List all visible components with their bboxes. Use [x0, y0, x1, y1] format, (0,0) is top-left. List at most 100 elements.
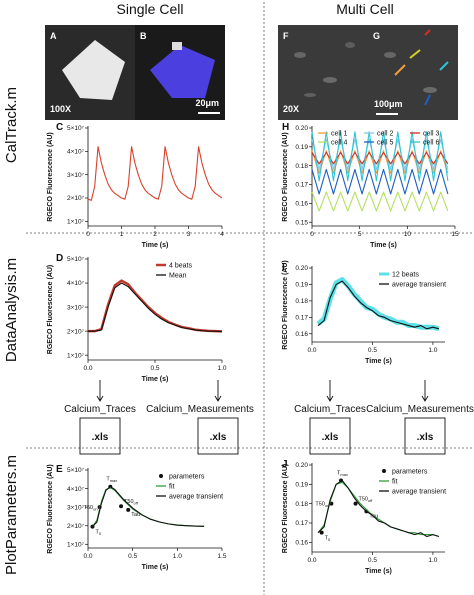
legend-label: parameters [169, 473, 205, 480]
chart: 1×10⁷ 2×10⁷ 3×10⁷ 4×10⁷ 5×10⁷ 0.0 0.5 1.0 RGECO … [47, 253, 227, 383]
y-tick-label: 1×10⁷ [67, 219, 85, 226]
x-tick-label: 0.0 [83, 553, 92, 560]
point-label: Tmax [337, 470, 348, 477]
parameter-point [119, 504, 124, 509]
y-tick-label: 0.16 [295, 331, 308, 338]
point-label-text: T50 [359, 497, 368, 503]
legend-label: cell 2 [377, 130, 393, 137]
panel-letter: B [140, 31, 147, 41]
row-label: CalTrack.m [3, 87, 20, 163]
legend-marker [159, 474, 163, 478]
point-label: T50on [84, 505, 98, 512]
x-tick-label: 1.0 [428, 557, 437, 564]
legend-marker [382, 469, 386, 473]
panel-letter: C [56, 122, 63, 133]
y-axis-label: RGECO Fluorescence (AU) [282, 132, 289, 221]
legend-label: Mean [169, 272, 187, 279]
x-axis-label: Time (s) [365, 358, 392, 365]
x-tick-label: 1.5 [217, 553, 226, 560]
micrograph-a: A 100X [45, 25, 135, 120]
y-axis-label: RGECO Fluorescence (AU) [47, 464, 54, 553]
y-tick-label: 0.19 [295, 482, 308, 489]
chart: 0.16 0.17 0.18 0.19 0.20 0.0 0.5 1.0 RGECO Fluor… [282, 459, 446, 575]
parameter-point [353, 501, 358, 506]
point-label-text: Tau [131, 512, 140, 518]
x-tick-label: 0.5 [368, 557, 377, 564]
chart: 1×10⁷ 2×10⁷ 3×10⁷ 4×10⁷ 5×10⁷ 0 1 2 3 4 RGECO Fluo… [47, 122, 224, 249]
y-tick-label: 5×10⁷ [67, 256, 85, 263]
y-tick-label: 1×10⁷ [67, 541, 85, 548]
x-tick-label: 1.0 [217, 365, 226, 372]
x-tick-label: 0.5 [368, 347, 377, 354]
point-label: T0 [95, 530, 101, 537]
y-tick-label: 2×10⁷ [67, 523, 85, 530]
x-tick-label: 0 [310, 231, 314, 238]
panel-letter: D [56, 253, 63, 264]
x-tick-label: 5 [358, 231, 362, 238]
x-tick-label: 0.5 [150, 365, 159, 372]
point-label: T0 [325, 536, 331, 543]
y-tick-label: 0.18 [295, 298, 308, 305]
point-label-sub: on [325, 503, 329, 508]
magnification: 20X [283, 104, 299, 114]
y-tick-label: 4×10⁷ [67, 486, 85, 493]
legend-label: average transient [392, 488, 446, 495]
x-tick-label: 3 [187, 231, 191, 238]
scale-bar-label: 20μm [195, 98, 219, 108]
y-tick-label: 5×10⁷ [67, 467, 85, 474]
output-name: Calcium_Measurements [146, 404, 254, 415]
point-label: T50off [359, 497, 374, 504]
data-line [311, 191, 449, 212]
point-label-text: T [95, 530, 99, 536]
file-type: .xls [210, 432, 227, 443]
legend-label: average transient [169, 493, 223, 500]
x-tick-label: 1 [120, 231, 124, 238]
data-line [88, 282, 223, 333]
y-tick-label: 0.17 [295, 315, 308, 322]
y-tick-label: 3×10⁷ [67, 504, 85, 511]
x-tick-label: 0.0 [83, 365, 92, 372]
panel-letter: H [282, 122, 289, 133]
y-tick-label: 0.17 [295, 520, 308, 527]
panel-letter: I [282, 262, 285, 273]
data-line [311, 168, 449, 195]
point-label-sub: max [110, 478, 118, 483]
row-label: PlotParameters.m [3, 455, 20, 575]
y-tick-label: 2×10⁷ [67, 328, 85, 335]
y-axis-label: RGECO Fluorescence (AU) [282, 260, 289, 349]
point-label-sub: off [368, 498, 373, 503]
y-tick-label: 0.16 [295, 201, 308, 208]
legend-label: fit [392, 478, 398, 485]
x-tick-label: 15 [451, 231, 459, 238]
legend-label: average transient [392, 281, 446, 288]
x-axis-label: Time (s) [370, 242, 397, 249]
y-tick-label: 1×10⁷ [67, 352, 85, 359]
y-tick-label: 3×10⁷ [67, 172, 85, 179]
x-tick-label: 0.0 [307, 557, 316, 564]
point-label-text: T [337, 470, 341, 476]
y-tick-label: 0.19 [295, 282, 308, 289]
micrograph-f: F 20X [278, 25, 368, 120]
y-tick-label: 0.18 [295, 163, 308, 170]
y-axis-label: RGECO Fluorescence (AU) [282, 464, 289, 553]
micrograph-b: B 20μm [135, 25, 225, 120]
legend-label: cell 3 [423, 130, 439, 137]
column-header: Multi Cell [336, 1, 394, 17]
y-axis-label: RGECO Fluorescence (AU) [47, 132, 54, 221]
y-tick-label: 0.16 [295, 540, 308, 547]
point-label-text: T [106, 477, 110, 483]
column-header: Single Cell [117, 1, 184, 17]
y-tick-label: 5×10⁷ [67, 125, 85, 132]
row-label: DataAnalysis.m [3, 258, 20, 362]
panel-letter: E [56, 464, 63, 475]
workflow [79, 380, 446, 455]
chart: 1×10⁷ 2×10⁷ 3×10⁷ 4×10⁷ 5×10⁷ 0.0 0.5 1.0 1.5 RGE… [47, 464, 227, 571]
data-line [311, 131, 449, 182]
point-label-text: T50 [315, 502, 324, 508]
point-label-text: T50 [84, 505, 93, 511]
x-tick-label: 4 [220, 231, 224, 238]
y-tick-label: 0.19 [295, 144, 308, 151]
file-type: .xls [322, 432, 339, 443]
legend-label: cell 4 [331, 139, 347, 146]
y-tick-label: 4×10⁷ [67, 149, 85, 156]
